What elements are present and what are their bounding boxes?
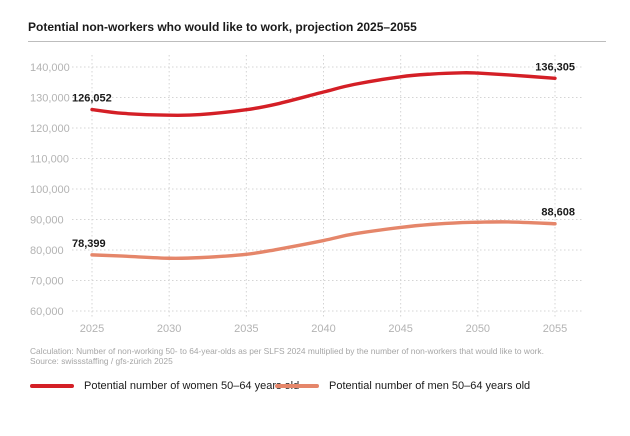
source-note: Source: swissstaffing / gfs-zürich 2025 [30, 356, 173, 366]
legend-label-men: Potential number of men 50–64 years old [329, 380, 531, 392]
chart-note: Calculation: Number of non-working 50- t… [30, 346, 544, 366]
data-label-men-end: 88,608 [541, 207, 575, 219]
calculation-note: Calculation: Number of non-working 50- t… [30, 346, 544, 356]
x-tick-label: 2030 [157, 323, 181, 335]
series-line-men [90, 220, 557, 261]
x-tick-label: 2040 [311, 323, 335, 335]
y-tick-label: 100,000 [30, 184, 70, 196]
y-tick-label: 80,000 [30, 245, 64, 257]
x-tick-label: 2045 [388, 323, 412, 335]
x-tick-label: 2025 [80, 323, 104, 335]
y-tick-label: 90,000 [30, 215, 64, 227]
series-lines [90, 71, 557, 261]
x-tick-label: 2050 [466, 323, 490, 335]
x-tick-label: 2035 [234, 323, 258, 335]
x-tick-label: 2055 [543, 323, 567, 335]
legend-swatch-women [30, 384, 74, 388]
y-tick-label: 60,000 [30, 306, 64, 318]
gridlines [72, 55, 584, 318]
title-divider [28, 41, 606, 42]
legend-item-women: Potential number of women 50–64 years ol… [30, 378, 299, 394]
y-tick-label: 120,000 [30, 123, 70, 135]
legend-label-women: Potential number of women 50–64 years ol… [84, 380, 300, 392]
y-axis-ticks: 60,000 70,000 80,000 90,000 100,000 110,000 12… [30, 62, 70, 318]
legend-swatch-men [275, 384, 319, 388]
line-chart: 60,00070,00080,00090,000100,000110,00012… [30, 55, 584, 335]
data-label-men-start: 78,399 [72, 238, 106, 250]
y-tick-label: 110,000 [30, 154, 69, 166]
y-tick-label: 70,000 [30, 276, 64, 288]
x-axis-ticks: 2025 2030 2035 2040 2045 2050 2055 [80, 323, 567, 335]
data-labels: 126,052 136,305 78,399 88,608 [72, 61, 575, 250]
data-label-women-start: 126,052 [72, 93, 112, 105]
y-tick-label: 130,000 [30, 93, 70, 105]
legend-item-men: Potential number of men 50–64 years old [275, 378, 530, 394]
series-line-women [90, 71, 557, 118]
y-tick-label: 140,000 [30, 62, 70, 74]
chart-title: Potential non-workers who would like to … [28, 20, 417, 34]
data-label-women-end: 136,305 [535, 61, 575, 73]
